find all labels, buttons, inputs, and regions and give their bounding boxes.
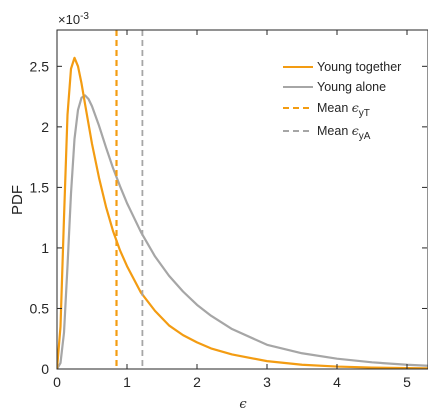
axes-box [56, 29, 428, 370]
x-tick-label: 3 [263, 374, 271, 390]
legend-label: Mean ϵyT [317, 100, 370, 119]
x-tick-label: 1 [123, 374, 131, 390]
legend-label: Young alone [317, 80, 386, 94]
series-line-young-together [57, 56, 428, 369]
y-exponent-base: ×10 [58, 12, 80, 27]
y-tick-label: 2 [41, 119, 49, 135]
y-axis-label: PDF [9, 185, 26, 215]
series-line-young-alone [57, 94, 428, 369]
x-tick-label: 4 [333, 374, 341, 390]
x-tick-label: 5 [403, 374, 411, 390]
x-tick-label: 2 [193, 374, 201, 390]
legend-label: Young together [317, 60, 401, 74]
legend-label: Mean ϵyA [317, 123, 371, 142]
y-tick-label: 1.5 [30, 179, 50, 195]
y-exponent-power: -3 [80, 11, 89, 22]
legend: Young together Young alone Mean ϵyT Mean ϵy… [283, 60, 401, 142]
y-tick-label: 2.5 [30, 58, 50, 74]
x-tick-label: 0 [53, 374, 61, 390]
y-exponent-label: ×10-3 [58, 11, 89, 27]
y-tick-label: 0 [41, 361, 49, 377]
y-tick-label: 0.5 [30, 300, 50, 316]
y-tick-label: 1 [41, 240, 49, 256]
x-axis-label: ϵ [239, 397, 247, 412]
